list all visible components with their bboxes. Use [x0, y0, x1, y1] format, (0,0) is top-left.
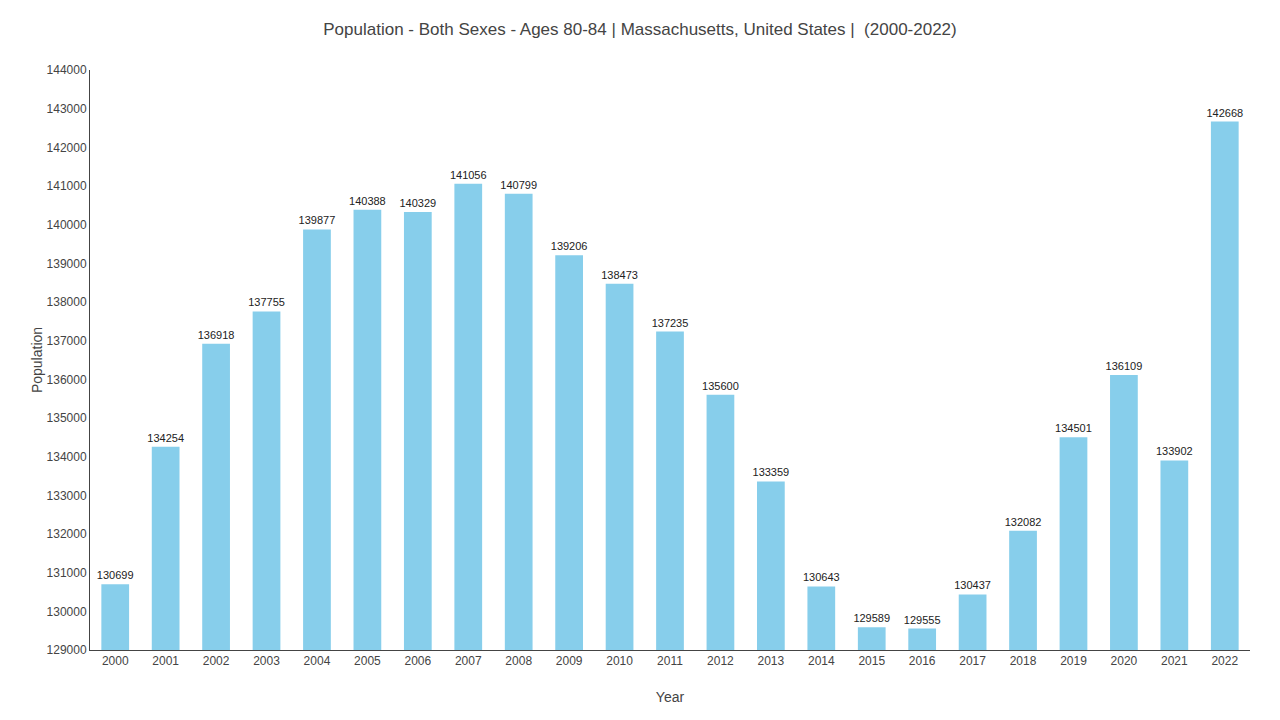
svg-text:140799: 140799: [500, 179, 537, 191]
svg-text:130699: 130699: [97, 569, 134, 581]
svg-text:2000: 2000: [102, 654, 129, 668]
svg-text:2020: 2020: [1111, 654, 1138, 668]
svg-text:140388: 140388: [349, 195, 386, 207]
svg-text:134501: 134501: [1055, 422, 1092, 434]
svg-text:137000: 137000: [47, 334, 87, 348]
svg-text:143000: 143000: [47, 102, 87, 116]
svg-text:2021: 2021: [1161, 654, 1188, 668]
svg-text:136000: 136000: [47, 373, 87, 387]
svg-text:2005: 2005: [354, 654, 381, 668]
svg-text:136918: 136918: [198, 329, 235, 341]
svg-text:141000: 141000: [47, 179, 87, 193]
svg-text:139206: 139206: [551, 240, 588, 252]
svg-text:Year: Year: [656, 689, 685, 705]
svg-text:132082: 132082: [1005, 516, 1042, 528]
svg-text:140000: 140000: [47, 218, 87, 232]
svg-text:138000: 138000: [47, 295, 87, 309]
svg-text:133359: 133359: [753, 466, 790, 478]
svg-text:2003: 2003: [253, 654, 280, 668]
svg-text:129000: 129000: [47, 643, 87, 657]
svg-text:141056: 141056: [450, 169, 487, 181]
svg-text:144000: 144000: [47, 63, 87, 77]
svg-text:2016: 2016: [909, 654, 936, 668]
svg-text:2001: 2001: [152, 654, 179, 668]
svg-text:2009: 2009: [556, 654, 583, 668]
svg-text:2004: 2004: [304, 654, 331, 668]
svg-text:138473: 138473: [601, 269, 638, 281]
svg-text:Population - Both Sexes - Ages: Population - Both Sexes - Ages 80-84 | M…: [323, 20, 956, 39]
svg-text:2019: 2019: [1060, 654, 1087, 668]
svg-text:131000: 131000: [47, 566, 87, 580]
svg-text:2008: 2008: [505, 654, 532, 668]
svg-text:2022: 2022: [1211, 654, 1238, 668]
svg-text:134254: 134254: [147, 432, 184, 444]
svg-text:129555: 129555: [904, 614, 941, 626]
svg-text:2007: 2007: [455, 654, 482, 668]
svg-text:130643: 130643: [803, 571, 840, 583]
svg-text:132000: 132000: [47, 527, 87, 541]
svg-text:129589: 129589: [853, 612, 890, 624]
svg-text:2013: 2013: [758, 654, 785, 668]
svg-text:133902: 133902: [1156, 445, 1193, 457]
svg-text:2015: 2015: [858, 654, 885, 668]
svg-text:2012: 2012: [707, 654, 734, 668]
svg-text:135600: 135600: [702, 380, 739, 392]
svg-text:135000: 135000: [47, 411, 87, 425]
svg-text:2010: 2010: [606, 654, 633, 668]
svg-text:140329: 140329: [399, 197, 436, 209]
svg-text:136109: 136109: [1106, 360, 1143, 372]
svg-text:139877: 139877: [299, 214, 336, 226]
svg-text:133000: 133000: [47, 489, 87, 503]
svg-text:130000: 130000: [47, 605, 87, 619]
svg-text:139000: 139000: [47, 257, 87, 271]
svg-text:130437: 130437: [954, 579, 991, 591]
svg-text:137235: 137235: [652, 317, 689, 329]
svg-text:134000: 134000: [47, 450, 87, 464]
svg-text:2018: 2018: [1010, 654, 1037, 668]
svg-text:2011: 2011: [657, 654, 683, 668]
svg-text:137755: 137755: [248, 296, 285, 308]
svg-text:142668: 142668: [1206, 107, 1243, 119]
svg-text:2006: 2006: [404, 654, 431, 668]
svg-text:Population: Population: [29, 327, 45, 393]
svg-text:2014: 2014: [808, 654, 835, 668]
svg-text:2017: 2017: [959, 654, 986, 668]
svg-text:142000: 142000: [47, 141, 87, 155]
svg-text:2002: 2002: [203, 654, 230, 668]
